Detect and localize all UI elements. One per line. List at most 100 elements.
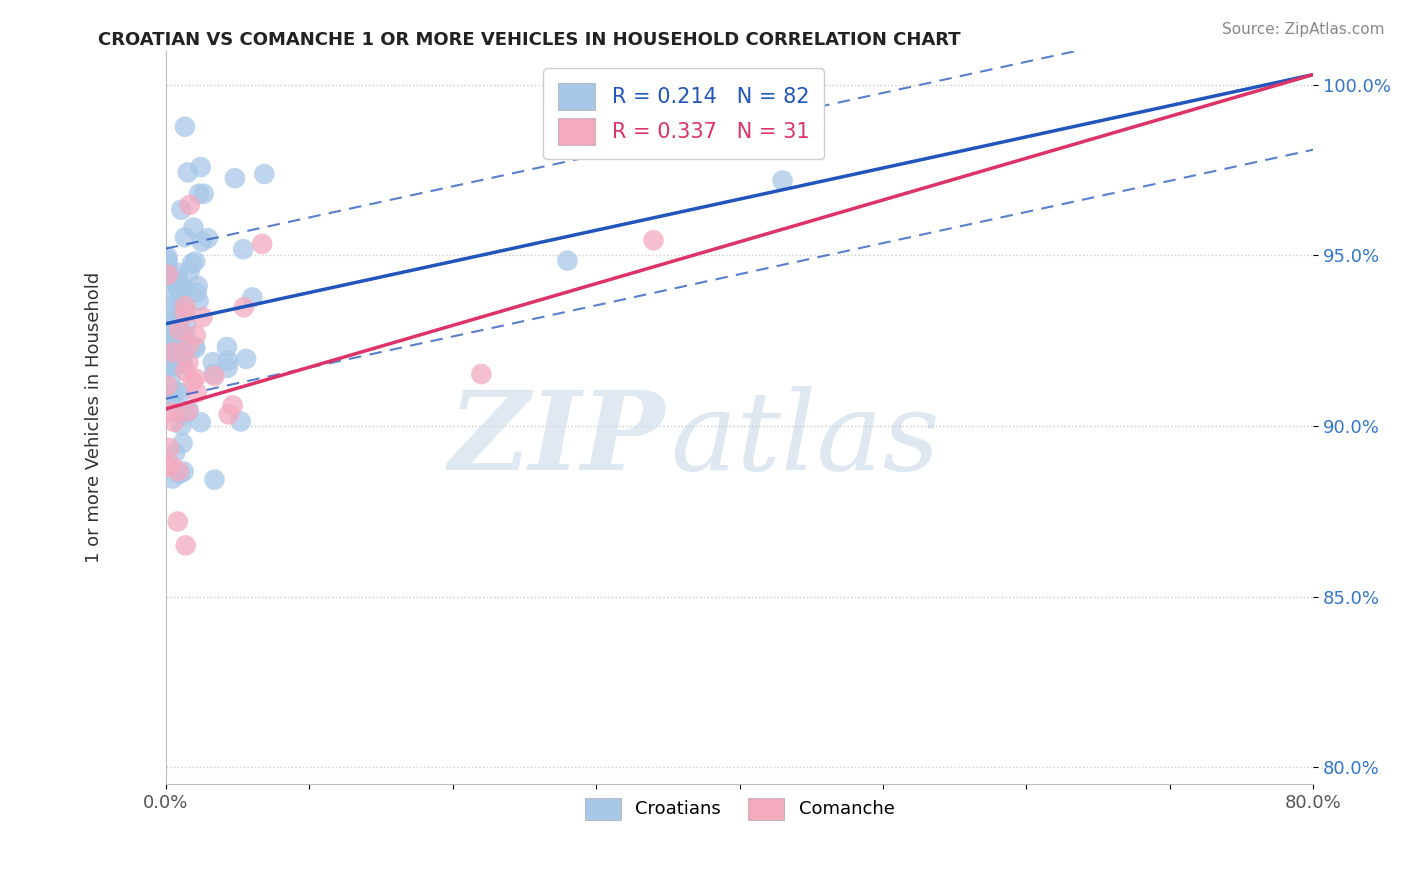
- Point: [224, 171, 246, 186]
- Point: [156, 460, 179, 475]
- Point: [157, 441, 180, 455]
- Point: [253, 167, 276, 181]
- Point: [159, 458, 181, 472]
- Point: [166, 273, 188, 287]
- Y-axis label: 1 or more Vehicles in Household: 1 or more Vehicles in Household: [86, 272, 103, 563]
- Point: [215, 340, 238, 354]
- Point: [174, 230, 197, 244]
- Text: Source: ZipAtlas.com: Source: ZipAtlas.com: [1222, 22, 1385, 37]
- Point: [172, 281, 194, 295]
- Point: [177, 403, 200, 417]
- Point: [174, 330, 197, 344]
- Point: [162, 471, 184, 485]
- Point: [184, 371, 207, 385]
- Point: [643, 233, 665, 247]
- Point: [162, 345, 184, 359]
- Point: [193, 186, 215, 201]
- Point: [166, 384, 188, 399]
- Point: [166, 266, 188, 280]
- Point: [163, 331, 186, 345]
- Point: [177, 165, 200, 179]
- Point: [170, 202, 193, 217]
- Point: [156, 250, 179, 264]
- Point: [186, 385, 208, 400]
- Point: [217, 353, 239, 368]
- Point: [159, 274, 181, 288]
- Point: [557, 253, 579, 268]
- Point: [165, 297, 187, 311]
- Point: [217, 360, 239, 375]
- Point: [232, 242, 254, 256]
- Point: [187, 278, 209, 293]
- Point: [183, 220, 205, 235]
- Point: [229, 415, 252, 429]
- Point: [163, 415, 186, 429]
- Point: [240, 290, 263, 304]
- Point: [167, 278, 190, 293]
- Text: CROATIAN VS COMANCHE 1 OR MORE VEHICLES IN HOUSEHOLD CORRELATION CHART: CROATIAN VS COMANCHE 1 OR MORE VEHICLES …: [98, 31, 962, 49]
- Text: atlas: atlas: [671, 386, 941, 493]
- Point: [191, 310, 214, 325]
- Point: [167, 323, 190, 337]
- Point: [163, 332, 186, 346]
- Point: [232, 301, 254, 315]
- Point: [180, 257, 202, 271]
- Point: [170, 418, 193, 433]
- Point: [184, 328, 207, 343]
- Point: [170, 338, 193, 352]
- Point: [156, 253, 179, 268]
- Point: [162, 316, 184, 330]
- Point: [170, 409, 193, 423]
- Point: [174, 307, 197, 321]
- Point: [190, 160, 212, 174]
- Point: [156, 378, 179, 392]
- Point: [172, 353, 194, 368]
- Point: [174, 364, 197, 378]
- Point: [159, 339, 181, 353]
- Point: [177, 356, 200, 370]
- Point: [181, 374, 204, 388]
- Point: [197, 231, 219, 245]
- Point: [174, 299, 197, 313]
- Point: [202, 367, 225, 381]
- Point: [156, 395, 179, 409]
- Point: [160, 389, 183, 403]
- Point: [169, 311, 191, 326]
- Point: [700, 74, 723, 88]
- Point: [172, 281, 194, 295]
- Point: [187, 293, 209, 308]
- Point: [204, 369, 226, 384]
- Text: ZIP: ZIP: [449, 386, 665, 493]
- Point: [186, 285, 208, 300]
- Point: [160, 371, 183, 385]
- Point: [190, 415, 212, 429]
- Point: [176, 404, 198, 418]
- Point: [166, 281, 188, 295]
- Point: [159, 320, 181, 334]
- Point: [184, 341, 207, 355]
- Point: [176, 318, 198, 333]
- Point: [174, 120, 197, 134]
- Point: [201, 355, 224, 369]
- Point: [166, 515, 188, 529]
- Point: [172, 357, 194, 371]
- Point: [165, 301, 187, 316]
- Legend: Croatians, Comanche: Croatians, Comanche: [578, 790, 901, 827]
- Point: [156, 360, 179, 375]
- Point: [166, 288, 188, 302]
- Point: [174, 301, 197, 316]
- Point: [156, 268, 179, 282]
- Point: [222, 398, 245, 412]
- Point: [184, 254, 207, 268]
- Point: [156, 260, 179, 274]
- Point: [174, 538, 197, 552]
- Point: [173, 465, 195, 479]
- Point: [204, 473, 226, 487]
- Point: [167, 464, 190, 478]
- Point: [172, 436, 194, 450]
- Point: [160, 341, 183, 355]
- Point: [165, 338, 187, 352]
- Point: [160, 406, 183, 420]
- Point: [179, 198, 201, 212]
- Point: [218, 408, 240, 422]
